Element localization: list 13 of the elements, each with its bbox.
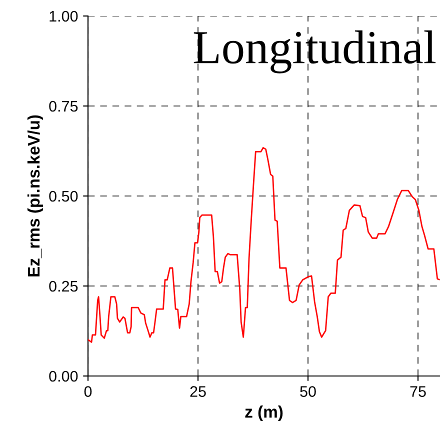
y-tick-label: 0.25 [49, 280, 78, 292]
x-tick-label: 25 [190, 386, 206, 397]
y-axis-title: Ez_rms (pi.ns.keV/u) [27, 115, 43, 276]
x-tick-label: 0 [84, 386, 92, 397]
x-tick-label: 50 [300, 386, 316, 397]
y-tick-label: 0.00 [49, 370, 78, 382]
x-axis-title: z (m) [245, 406, 283, 422]
y-tick-label: 1.00 [50, 10, 78, 22]
y-tick-label: 0.50 [49, 190, 78, 202]
x-tick-label: 75 [410, 386, 426, 397]
line-series [88, 147, 440, 343]
chart-title: Longitudinal [194, 30, 436, 74]
y-tick-label: 0.75 [49, 100, 78, 112]
